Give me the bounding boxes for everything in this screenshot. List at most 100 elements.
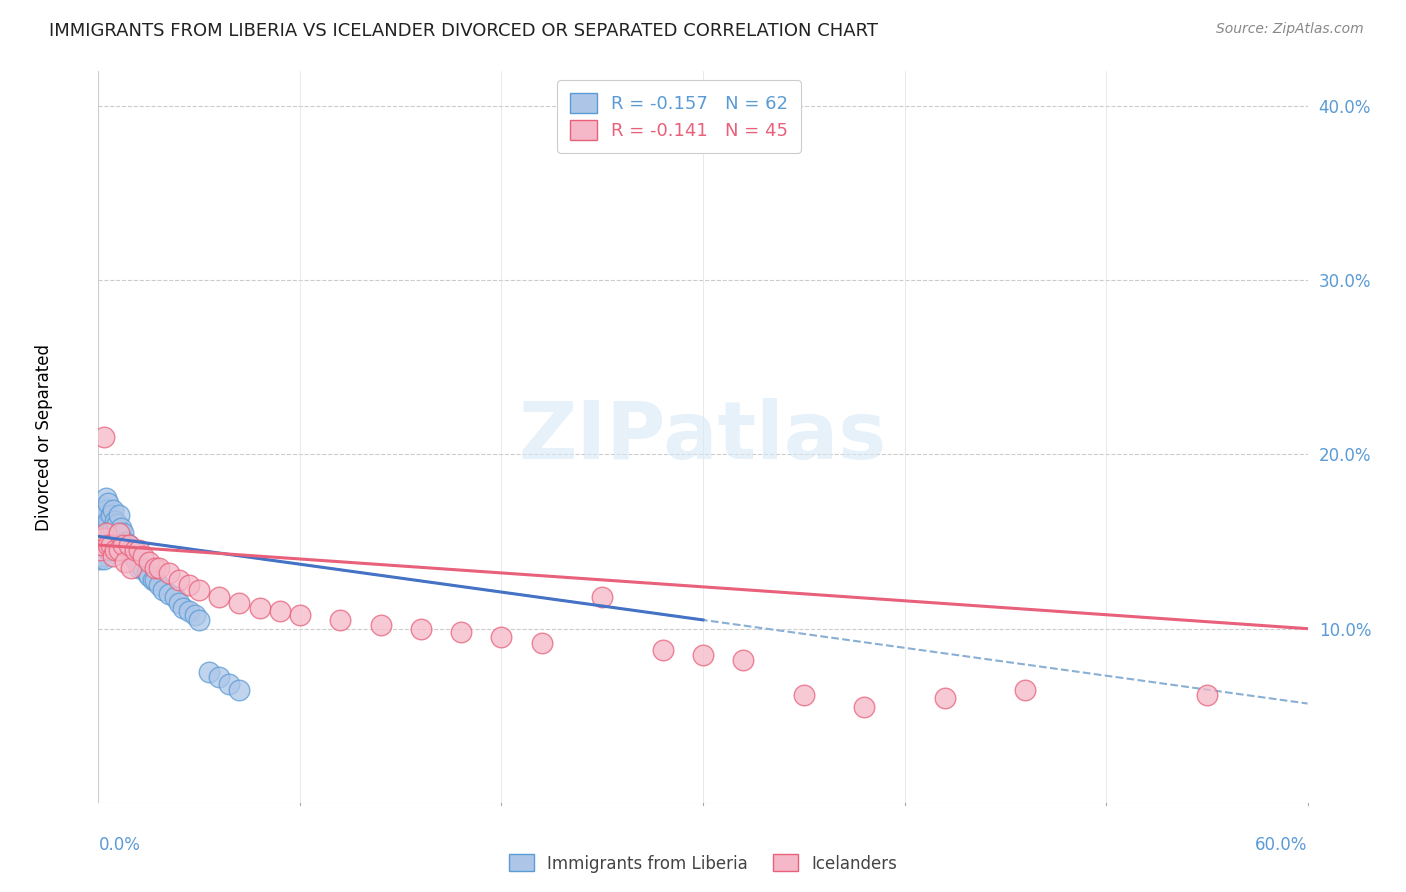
Point bbox=[132, 560, 155, 574]
Text: ZIPatlas: ZIPatlas bbox=[519, 398, 887, 476]
Point bbox=[96, 503, 118, 517]
Point bbox=[188, 613, 211, 627]
Point bbox=[120, 560, 142, 574]
Point bbox=[97, 496, 120, 510]
Point bbox=[107, 508, 129, 523]
Point bbox=[450, 625, 472, 640]
Point bbox=[733, 653, 755, 667]
Point bbox=[93, 538, 115, 552]
Point bbox=[118, 538, 141, 552]
Point bbox=[152, 583, 174, 598]
Point bbox=[143, 560, 166, 574]
Point bbox=[110, 521, 132, 535]
Point bbox=[96, 525, 118, 540]
Point bbox=[288, 607, 311, 622]
Point bbox=[97, 514, 120, 528]
Point bbox=[1014, 682, 1036, 697]
Point bbox=[1195, 688, 1218, 702]
Point bbox=[114, 556, 136, 570]
Point bbox=[853, 700, 876, 714]
Point bbox=[218, 677, 240, 691]
Point bbox=[157, 587, 180, 601]
Point bbox=[96, 521, 118, 535]
Point bbox=[132, 549, 155, 563]
Point bbox=[105, 534, 128, 549]
Text: 0.0%: 0.0% bbox=[98, 836, 141, 854]
Point bbox=[105, 517, 128, 532]
Point bbox=[107, 525, 129, 540]
Point bbox=[591, 591, 613, 605]
Point bbox=[138, 569, 160, 583]
Point bbox=[228, 682, 250, 697]
Point bbox=[692, 648, 714, 662]
Point bbox=[142, 573, 165, 587]
Point bbox=[249, 600, 271, 615]
Point bbox=[188, 583, 211, 598]
Point bbox=[103, 514, 125, 528]
Point bbox=[179, 578, 201, 592]
Point bbox=[100, 543, 122, 558]
Point bbox=[269, 604, 291, 618]
Point bbox=[120, 543, 142, 558]
Point bbox=[93, 552, 115, 566]
Point bbox=[89, 543, 111, 558]
Point bbox=[97, 538, 120, 552]
Text: IMMIGRANTS FROM LIBERIA VS ICELANDER DIVORCED OR SEPARATED CORRELATION CHART: IMMIGRANTS FROM LIBERIA VS ICELANDER DIV… bbox=[49, 22, 879, 40]
Point bbox=[93, 531, 115, 545]
Point bbox=[101, 521, 124, 535]
Point bbox=[135, 566, 157, 580]
Point bbox=[89, 543, 111, 558]
Point bbox=[93, 500, 115, 514]
Point bbox=[163, 591, 186, 605]
Point bbox=[103, 543, 125, 558]
Point bbox=[128, 560, 150, 574]
Point bbox=[143, 573, 166, 587]
Point bbox=[793, 688, 815, 702]
Point bbox=[111, 525, 134, 540]
Point bbox=[115, 538, 138, 552]
Point bbox=[93, 430, 115, 444]
Text: 60.0%: 60.0% bbox=[1256, 836, 1308, 854]
Point bbox=[148, 560, 170, 574]
Point bbox=[100, 525, 122, 540]
Point bbox=[96, 491, 118, 505]
Point bbox=[208, 591, 231, 605]
Point bbox=[91, 517, 114, 532]
Point bbox=[934, 691, 956, 706]
Point bbox=[97, 543, 120, 558]
Point bbox=[97, 525, 120, 540]
Point bbox=[93, 525, 115, 540]
Point bbox=[148, 578, 170, 592]
Point bbox=[107, 543, 129, 558]
Legend: R = -0.157   N = 62, R = -0.141   N = 45: R = -0.157 N = 62, R = -0.141 N = 45 bbox=[557, 80, 801, 153]
Point bbox=[491, 631, 513, 645]
Point bbox=[530, 635, 553, 649]
Text: Source: ZipAtlas.com: Source: ZipAtlas.com bbox=[1216, 22, 1364, 37]
Point bbox=[107, 525, 129, 540]
Point bbox=[228, 595, 250, 609]
Point bbox=[96, 538, 118, 552]
Point bbox=[121, 549, 143, 563]
Point bbox=[184, 607, 207, 622]
Point bbox=[103, 531, 125, 545]
Point bbox=[329, 613, 352, 627]
Point bbox=[138, 556, 160, 570]
Point bbox=[91, 525, 114, 540]
Point bbox=[100, 538, 122, 552]
Point bbox=[167, 573, 190, 587]
Point bbox=[172, 600, 194, 615]
Point bbox=[100, 508, 122, 523]
Point bbox=[93, 508, 115, 523]
Point bbox=[89, 552, 111, 566]
Point bbox=[167, 595, 190, 609]
Point bbox=[118, 538, 141, 552]
Point bbox=[91, 538, 114, 552]
Point bbox=[124, 552, 146, 566]
Point bbox=[125, 556, 148, 570]
Point bbox=[651, 642, 673, 657]
Point bbox=[101, 538, 124, 552]
Point bbox=[89, 525, 111, 540]
Point bbox=[128, 543, 150, 558]
Point bbox=[208, 670, 231, 684]
Point bbox=[157, 566, 180, 580]
